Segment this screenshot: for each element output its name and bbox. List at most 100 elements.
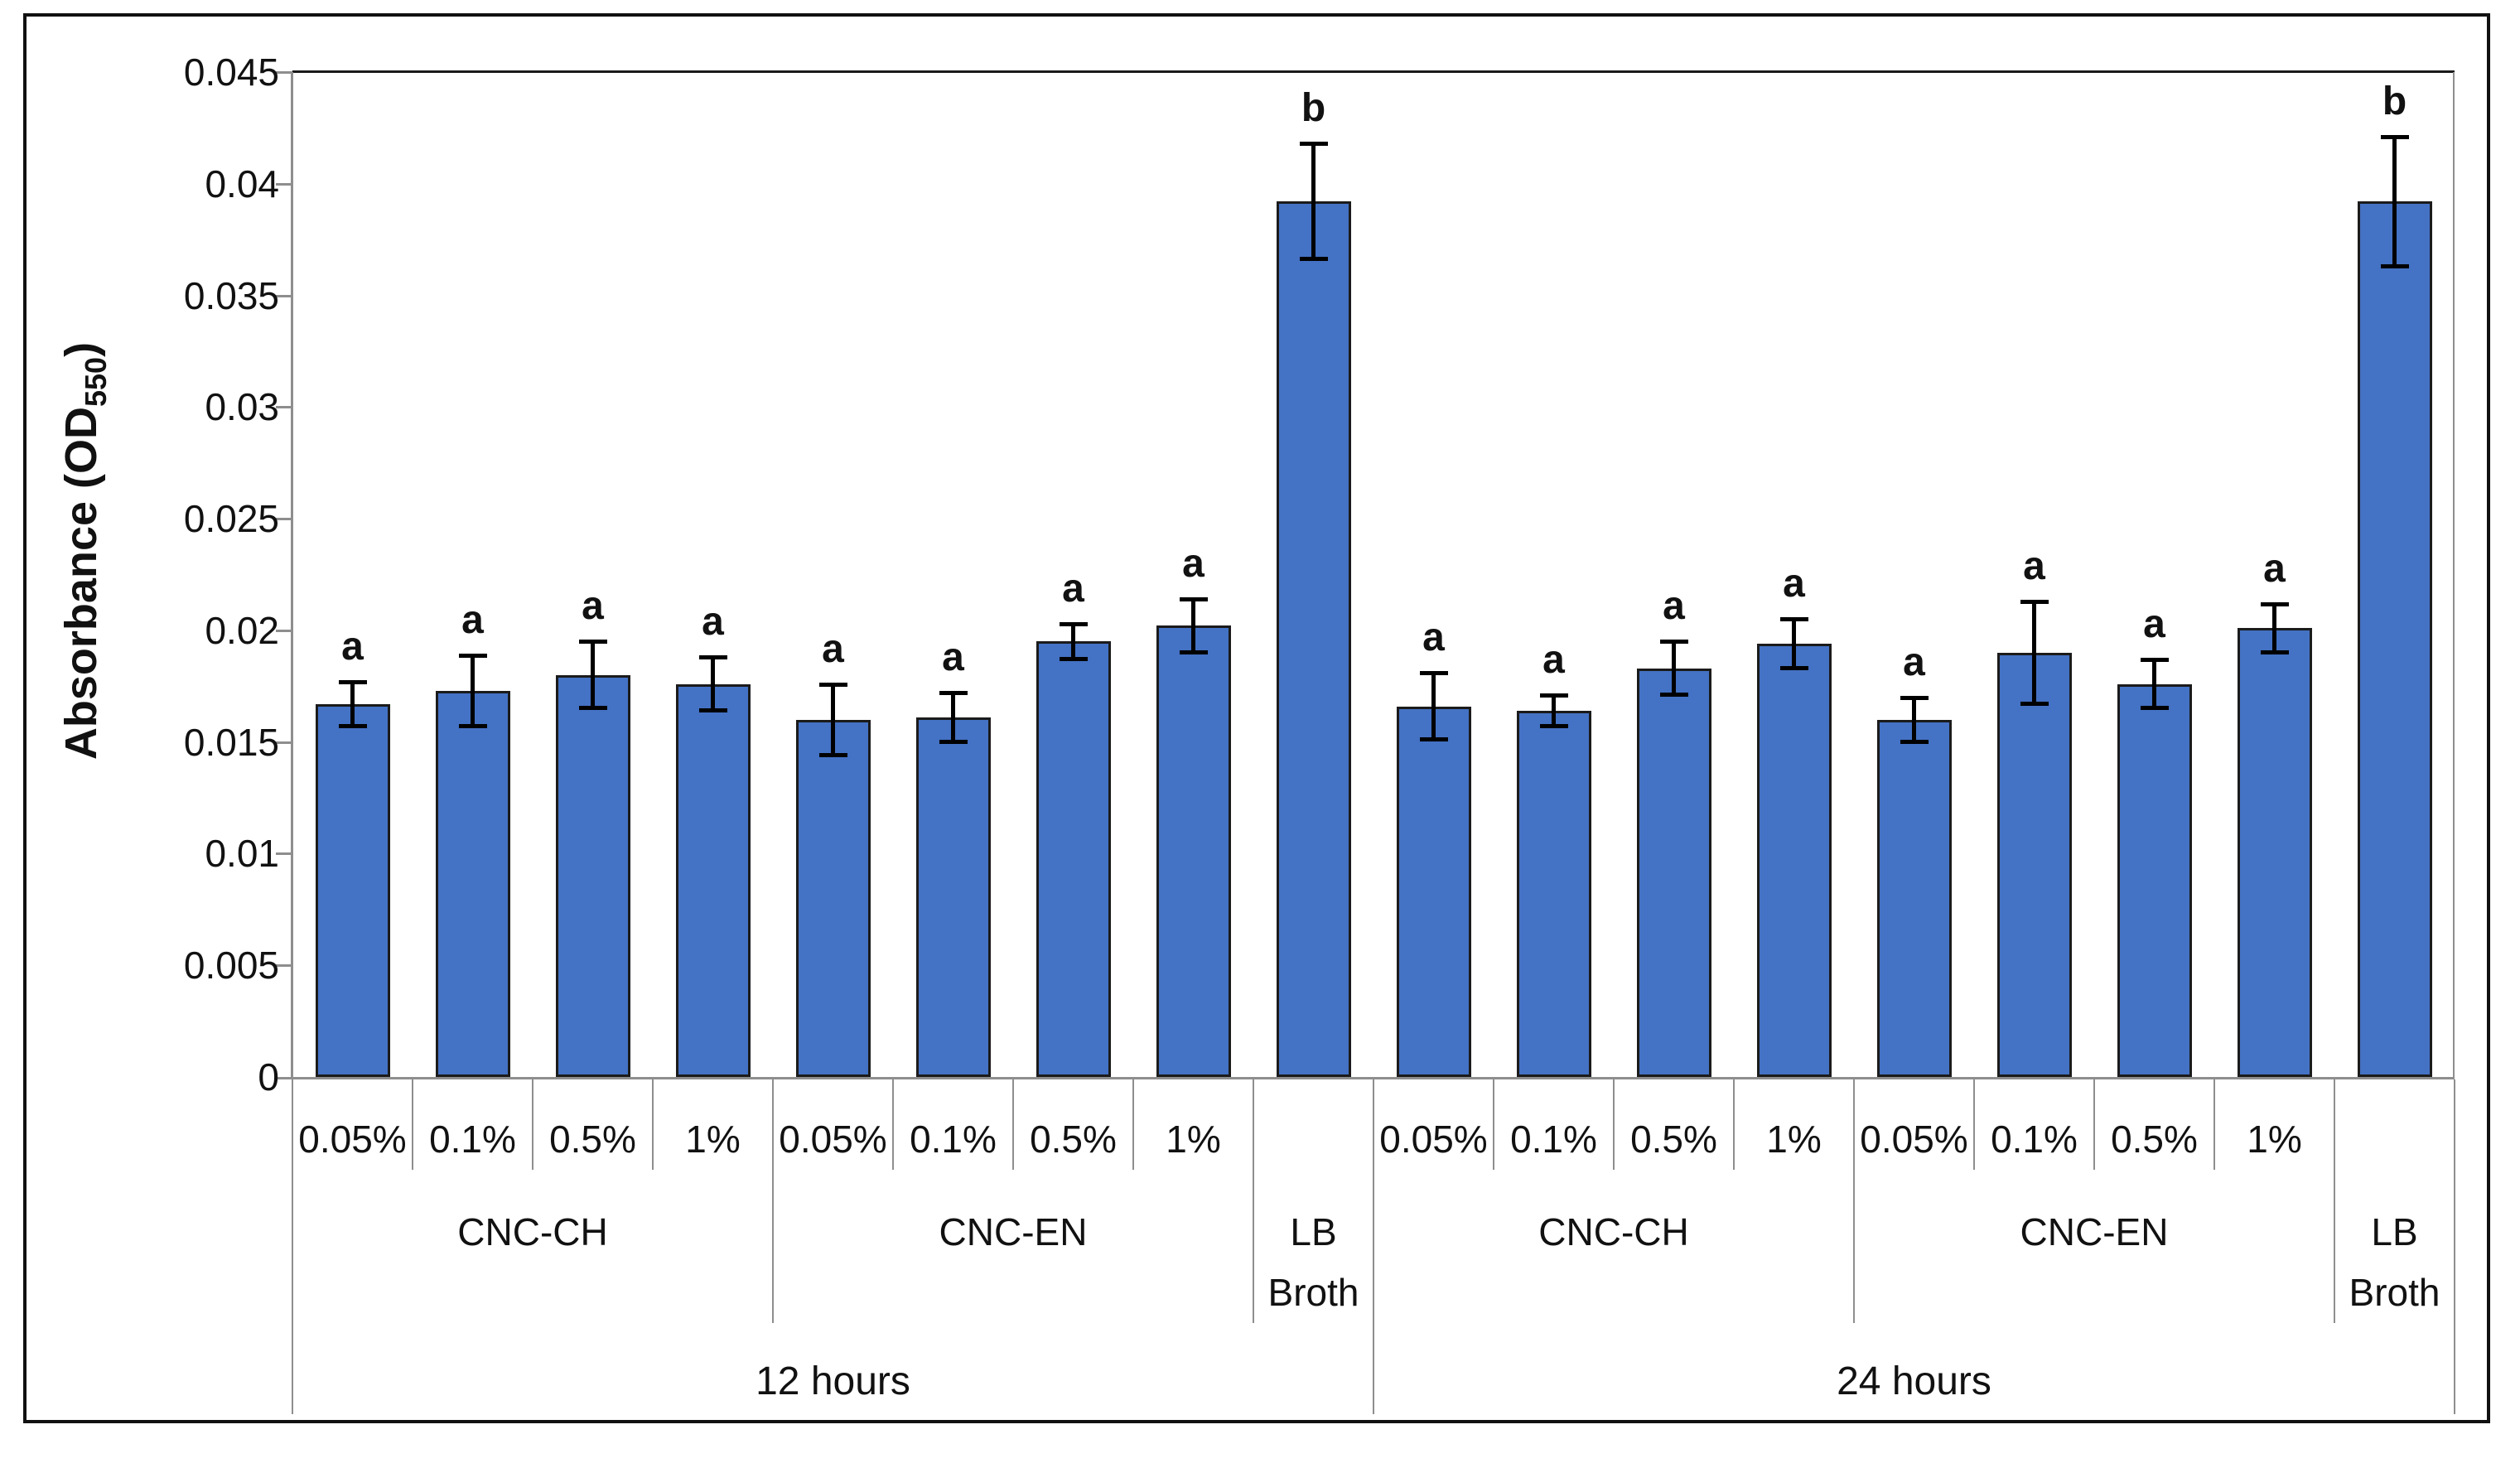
error-bar-cap-top	[1900, 695, 1929, 700]
error-bar-cap-bottom	[1539, 723, 1568, 728]
error-bar-cap-top	[1539, 693, 1568, 698]
x-tick-label-percent: 0.1%	[910, 1118, 997, 1161]
category-separator-short	[1132, 1079, 1134, 1170]
significance-letter: a	[1783, 562, 1805, 606]
y-tick-mark	[276, 518, 292, 521]
error-bar-cap-bottom	[1179, 649, 1208, 654]
error-bar-line	[1912, 697, 1916, 742]
x-tick-label-percent: 1%	[1766, 1118, 1822, 1161]
significance-letter: a	[582, 584, 604, 629]
category-separator-short	[1973, 1079, 1975, 1170]
error-bar-cap-top	[578, 640, 607, 645]
y-tick-mark	[276, 182, 292, 186]
significance-letter: a	[942, 635, 964, 680]
significance-letter: a	[2143, 601, 2165, 646]
x-tick-label-percent: 0.1%	[1510, 1118, 1597, 1161]
error-bar-cap-bottom	[1059, 656, 1088, 661]
bar-15	[1996, 652, 2072, 1077]
error-bar-line	[1191, 599, 1195, 653]
x-time-label: 12 hours	[756, 1359, 910, 1403]
error-bar-cap-bottom	[458, 723, 487, 728]
error-bar-line	[951, 693, 955, 742]
significance-letter: a	[1542, 638, 1565, 683]
x-tick-label-percent: 0.1%	[429, 1118, 516, 1161]
category-separator-short	[1493, 1079, 1494, 1170]
x-tick-label-percent: 0.05%	[298, 1118, 407, 1161]
error-bar-line	[350, 681, 355, 727]
error-bar-cap-bottom	[2140, 706, 2169, 711]
significance-letter: a	[1062, 566, 1084, 611]
error-bar-cap-bottom	[1419, 736, 1448, 741]
error-bar-cap-top	[818, 682, 847, 687]
significance-letter: a	[822, 626, 844, 671]
error-bar-cap-bottom	[939, 739, 968, 744]
error-bar-cap-top	[1179, 597, 1208, 602]
bar-12	[1636, 668, 1711, 1077]
bar-3	[555, 674, 630, 1077]
y-tick-mark	[276, 406, 292, 409]
x-group-label: Broth	[1267, 1271, 1359, 1314]
y-tick-label: 0.025	[183, 497, 279, 541]
plot-top-border-line	[292, 70, 2455, 73]
significance-letter: b	[1301, 86, 1326, 131]
error-bar-cap-top	[2260, 601, 2289, 606]
x-axis-line	[276, 1077, 2455, 1079]
bar-16	[2117, 683, 2192, 1077]
error-bar-cap-bottom	[818, 752, 847, 757]
bar-18	[2357, 201, 2432, 1077]
error-bar-cap-top	[458, 653, 487, 658]
bar-14	[1876, 719, 1952, 1077]
significance-letter: a	[461, 597, 484, 642]
y-tick-mark	[276, 71, 292, 74]
error-bar-cap-bottom	[338, 723, 367, 728]
significance-letter: a	[1422, 616, 1445, 660]
plot-right-border-line	[2453, 72, 2455, 1077]
y-tick-mark	[276, 741, 292, 744]
error-bar-line	[1792, 619, 1796, 669]
y-tick-mark	[276, 852, 292, 856]
error-bar-cap-top	[939, 691, 968, 696]
error-bar-cap-bottom	[1900, 739, 1929, 744]
category-separator-short	[1012, 1079, 1014, 1170]
y-tick-label: 0.035	[183, 273, 279, 317]
x-tick-label-percent: 0.05%	[779, 1118, 887, 1161]
y-axis-title-text: Absorbance (OD	[56, 407, 106, 761]
x-group-label: LB	[1290, 1210, 1337, 1253]
error-bar-line	[711, 657, 715, 711]
error-bar-line	[1672, 641, 1676, 696]
y-tick-label: 0.04	[205, 162, 279, 205]
x-tick-label-percent: 0.5%	[1030, 1118, 1117, 1161]
bar-1	[315, 703, 390, 1077]
y-tick-label: 0.005	[183, 944, 279, 988]
x-tick-label-percent: 0.5%	[2111, 1118, 2198, 1161]
error-bar-cap-bottom	[1299, 257, 1328, 262]
bar-17	[2237, 628, 2312, 1077]
significance-letter: b	[2382, 80, 2407, 124]
significance-letter: a	[341, 624, 364, 669]
x-tick-label-percent: 0.05%	[1860, 1118, 1968, 1161]
category-separator-short	[2093, 1079, 2095, 1170]
y-tick-label: 0.01	[205, 832, 279, 876]
y-tick-mark	[276, 629, 292, 632]
x-group-label: LB	[2371, 1210, 2418, 1253]
bar-9	[1276, 201, 1351, 1077]
x-tick-label-percent: 0.5%	[1630, 1118, 1717, 1161]
error-bar-cap-bottom	[2380, 263, 2409, 268]
bar-13	[1756, 644, 1832, 1077]
error-bar-cap-top	[1779, 617, 1808, 622]
category-separator-long	[2454, 1079, 2455, 1414]
error-bar-cap-top	[1299, 142, 1328, 147]
category-separator-short	[892, 1079, 894, 1170]
error-bar-line	[2152, 659, 2156, 709]
x-group-label: CNC-EN	[2020, 1210, 2169, 1253]
category-separator-short	[1733, 1079, 1735, 1170]
bar-6	[915, 717, 991, 1077]
error-bar-line	[2392, 137, 2397, 267]
error-bar-cap-bottom	[1779, 665, 1808, 670]
error-bar-cap-top	[1419, 671, 1448, 676]
error-bar-cap-bottom	[2260, 649, 2289, 654]
y-tick-label: 0.02	[205, 608, 279, 652]
significance-letter: a	[1903, 640, 1925, 684]
significance-letter: a	[1663, 584, 1685, 629]
error-bar-line	[471, 654, 475, 727]
